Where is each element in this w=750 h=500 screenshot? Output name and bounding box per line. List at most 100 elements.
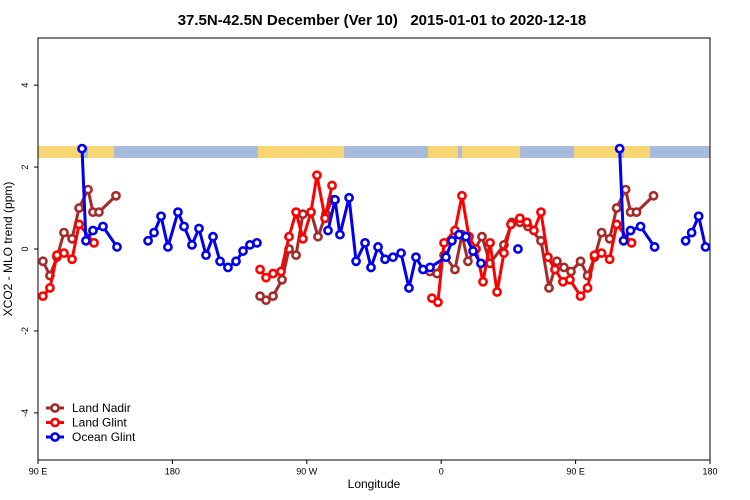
legend-label: Land Glint <box>72 416 127 430</box>
data-point <box>626 237 637 248</box>
data-point <box>544 283 554 293</box>
data-point <box>478 276 488 287</box>
y-axis-label: XCO2 - MLO trend (ppm) <box>1 182 15 317</box>
data-point <box>335 229 345 240</box>
data-point <box>596 227 607 238</box>
data-point <box>614 143 625 154</box>
y-tick-label: 0 <box>20 246 30 251</box>
data-point <box>680 235 691 246</box>
data-point <box>149 227 159 238</box>
data-point <box>373 242 383 252</box>
data-point <box>565 274 575 285</box>
data-point <box>596 248 607 258</box>
data-point <box>268 291 278 302</box>
data-point <box>194 223 204 234</box>
data-point <box>450 264 460 275</box>
data-point <box>433 297 443 308</box>
data-point <box>575 291 586 302</box>
data-point <box>238 246 248 256</box>
data-point <box>201 250 211 261</box>
data-point <box>411 252 421 263</box>
data-point <box>143 235 153 246</box>
data-point <box>255 264 265 275</box>
data-point <box>88 225 98 236</box>
data-point <box>112 242 122 252</box>
data-point <box>582 283 593 293</box>
x-tick-label: 0 <box>439 466 444 476</box>
chart-title: 37.5N-42.5N December (Ver 10) 2015-01-01… <box>178 12 587 29</box>
data-point <box>476 258 486 269</box>
land-band <box>624 146 650 158</box>
data-point <box>536 235 546 246</box>
x-tick-label: 90 W <box>296 466 318 476</box>
data-point <box>351 256 361 267</box>
legend-marker <box>50 417 60 428</box>
data-point <box>261 272 271 283</box>
data-point <box>396 248 406 258</box>
data-point <box>59 248 69 258</box>
y-tick-label: -2 <box>20 327 30 335</box>
y-tick-label: 4 <box>20 83 30 88</box>
data-point <box>380 254 390 265</box>
data-point <box>231 256 241 267</box>
data-point <box>693 211 704 222</box>
data-point <box>700 242 711 252</box>
data-point <box>388 252 398 263</box>
data-point <box>506 219 516 230</box>
data-point <box>94 207 104 218</box>
data-point <box>404 283 414 293</box>
data-point <box>323 225 333 236</box>
land-band <box>258 146 344 158</box>
data-point <box>441 252 451 263</box>
data-point <box>514 213 525 224</box>
data-point <box>67 254 77 265</box>
legend-marker <box>50 432 60 442</box>
data-point <box>313 231 323 242</box>
data-point <box>179 221 189 232</box>
x-tick-label: 90 E <box>29 466 48 476</box>
data-point <box>618 235 629 246</box>
data-point <box>173 207 183 218</box>
legend-label: Land Nadir <box>72 401 131 415</box>
series-line <box>146 210 258 269</box>
data-point <box>45 283 55 293</box>
data-point <box>252 237 262 248</box>
data-point <box>686 227 697 238</box>
series-line <box>684 214 707 248</box>
x-tick-label: 90 E <box>566 466 585 476</box>
data-point <box>276 266 286 277</box>
data-point <box>499 248 509 258</box>
data-point <box>604 254 615 265</box>
data-point <box>298 233 308 244</box>
data-point <box>425 262 435 273</box>
legend-label: Ocean Glint <box>72 430 136 444</box>
data-point <box>463 256 473 267</box>
data-point <box>447 235 457 246</box>
data-point <box>291 207 301 218</box>
data-point <box>215 256 225 267</box>
data-point <box>648 190 659 201</box>
data-point <box>111 190 121 201</box>
data-point <box>631 207 642 218</box>
data-point <box>330 194 340 205</box>
data-point <box>635 221 646 232</box>
legend-marker <box>50 403 60 413</box>
data-point <box>522 217 532 228</box>
data-point <box>187 240 197 250</box>
data-point <box>575 256 586 267</box>
data-point <box>77 143 87 154</box>
data-point <box>492 287 502 297</box>
y-tick-label: -4 <box>20 409 30 417</box>
map-strip <box>38 146 710 158</box>
data-point <box>284 231 294 242</box>
data-point <box>566 266 576 277</box>
data-point <box>163 242 173 252</box>
data-point <box>457 190 467 201</box>
data-point <box>223 262 233 273</box>
x-tick-label: 180 <box>165 466 180 476</box>
data-point <box>261 295 271 306</box>
land-band <box>428 146 458 158</box>
land-band <box>38 146 82 158</box>
